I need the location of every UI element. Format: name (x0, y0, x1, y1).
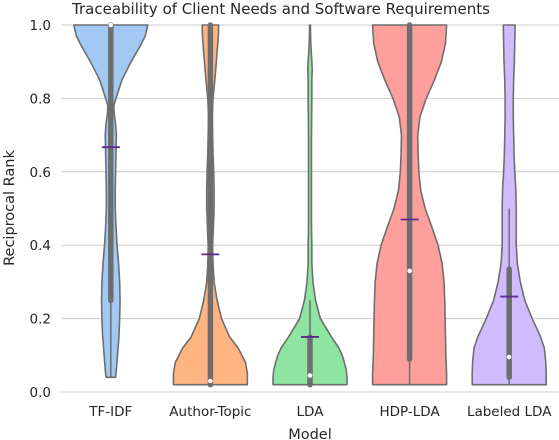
y-tick-label: 1.0 (30, 18, 51, 34)
x-tick-label: HDP-LDA (380, 404, 441, 420)
y-tick-label: 0.6 (30, 165, 51, 181)
violin-median-point (506, 354, 512, 360)
violin-median-point (208, 378, 213, 384)
y-tick-label: 0.4 (30, 238, 51, 254)
violin-body (272, 24, 348, 386)
x-tick-label: Labeled LDA (467, 404, 552, 420)
x-tick-label: LDA (297, 404, 325, 420)
x-tick-label: Author-Topic (169, 404, 251, 420)
violin-lda (272, 24, 348, 388)
y-tick-label: 0.8 (30, 91, 51, 107)
violins (73, 22, 547, 388)
x-tick-label: TF-IDF (88, 404, 132, 420)
y-axis-ticks: 0.0 0.2 0.4 0.6 0.8 1.0 (30, 18, 51, 401)
violin-median-point (307, 373, 313, 378)
chart-title: Traceability of Client Needs and Softwar… (71, 0, 490, 18)
violin-tf-idf (73, 22, 149, 379)
violin-labeled-lda (471, 24, 547, 386)
y-tick-label: 0.0 (30, 385, 51, 401)
violin-hdp-lda (371, 22, 448, 386)
y-tick-label: 0.2 (30, 312, 51, 328)
x-axis-ticks: TF-IDF Author-Topic LDA HDP-LDA Labeled LDA (88, 404, 552, 420)
y-axis-label: Reciprocal Rank (2, 150, 18, 266)
violin-author-topic (172, 22, 249, 388)
violin-median-point (108, 22, 114, 28)
violin-body (471, 24, 547, 386)
violin-median-point (407, 268, 412, 274)
x-axis-label: Model (288, 427, 332, 440)
